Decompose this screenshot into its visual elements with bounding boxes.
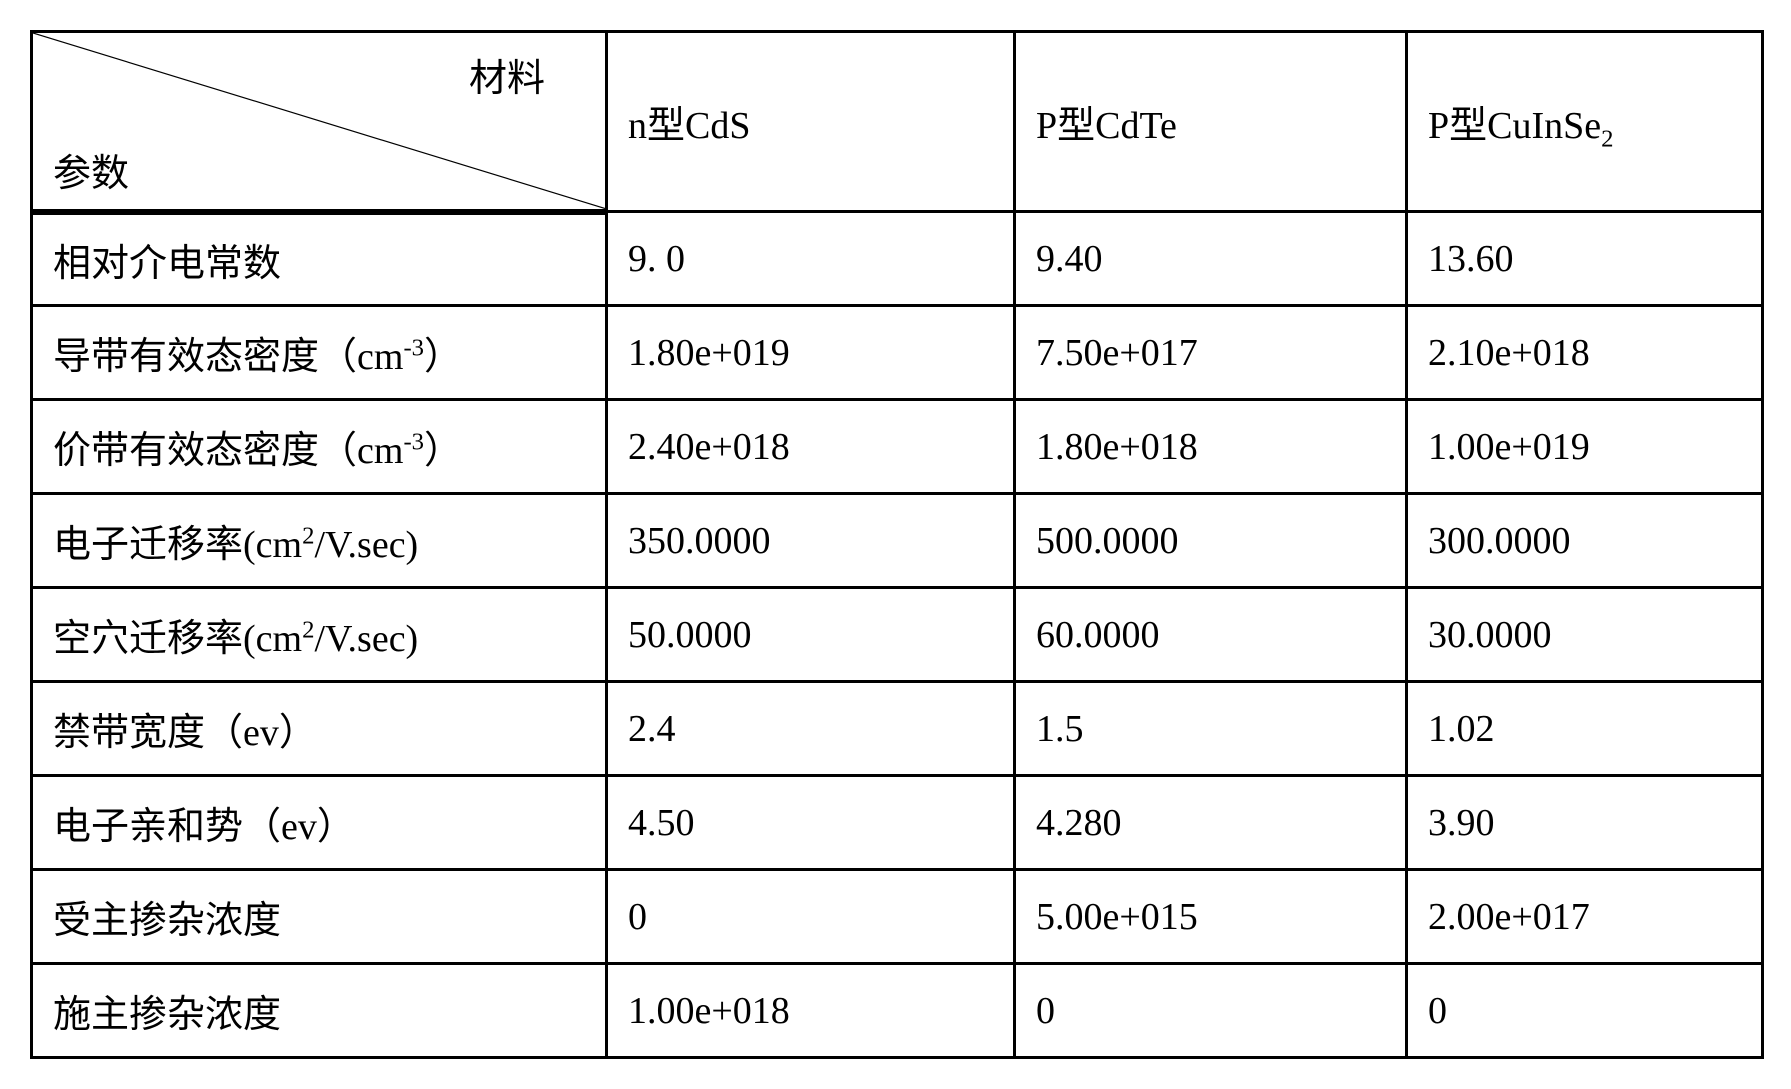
- table-cell: 1.80e+019: [607, 306, 1015, 400]
- column-header: P型CdTe: [1015, 32, 1407, 212]
- table-cell: 300.0000: [1407, 494, 1763, 588]
- table-row: 空穴迁移率(cm2/V.sec)50.000060.000030.0000: [32, 588, 1763, 682]
- materials-parameters-table: 材料参数n型CdSP型CdTeP型CuInSe2相对介电常数9. 09.4013…: [30, 30, 1764, 1059]
- table-row: 电子亲和势（ev）4.504.2803.90: [32, 776, 1763, 870]
- table-cell: 4.50: [607, 776, 1015, 870]
- row-param-label: 相对介电常数: [32, 212, 607, 306]
- row-param-label: 价带有效态密度（cm-3）: [32, 400, 607, 494]
- table-row: 电子迁移率(cm2/V.sec)350.0000500.0000300.0000: [32, 494, 1763, 588]
- table-cell: 1.02: [1407, 682, 1763, 776]
- row-param-label: 导带有效态密度（cm-3）: [32, 306, 607, 400]
- table-row: 导带有效态密度（cm-3）1.80e+0197.50e+0172.10e+018: [32, 306, 1763, 400]
- column-header: n型CdS: [607, 32, 1015, 212]
- column-header: P型CuInSe2: [1407, 32, 1763, 212]
- table-cell: 60.0000: [1015, 588, 1407, 682]
- table-cell: 1.80e+018: [1015, 400, 1407, 494]
- row-param-label: 电子迁移率(cm2/V.sec): [32, 494, 607, 588]
- table-cell: 1.00e+019: [1407, 400, 1763, 494]
- table-row: 施主掺杂浓度1.00e+01800: [32, 964, 1763, 1058]
- row-param-label: 空穴迁移率(cm2/V.sec): [32, 588, 607, 682]
- table-cell: 2.4: [607, 682, 1015, 776]
- table-cell: 1.5: [1015, 682, 1407, 776]
- row-param-label: 施主掺杂浓度: [32, 964, 607, 1058]
- table-cell: 9. 0: [607, 212, 1015, 306]
- table-cell: 9.40: [1015, 212, 1407, 306]
- table-body: 材料参数n型CdSP型CdTeP型CuInSe2相对介电常数9. 09.4013…: [32, 32, 1763, 1058]
- table-cell: 0: [1015, 964, 1407, 1058]
- table-row: 禁带宽度（ev）2.41.51.02: [32, 682, 1763, 776]
- row-param-label: 禁带宽度（ev）: [32, 682, 607, 776]
- table-cell: 500.0000: [1015, 494, 1407, 588]
- header-top-label: 材料: [469, 47, 545, 102]
- header-diagonal-cell: 材料参数: [32, 32, 607, 212]
- table-header-row: 材料参数n型CdSP型CdTeP型CuInSe2: [32, 32, 1763, 212]
- table-cell: 1.00e+018: [607, 964, 1015, 1058]
- table-cell: 5.00e+015: [1015, 870, 1407, 964]
- table-cell: 3.90: [1407, 776, 1763, 870]
- table-cell: 0: [607, 870, 1015, 964]
- table-cell: 2.40e+018: [607, 400, 1015, 494]
- table-cell: 7.50e+017: [1015, 306, 1407, 400]
- table-row: 相对介电常数9. 09.4013.60: [32, 212, 1763, 306]
- table-row: 价带有效态密度（cm-3）2.40e+0181.80e+0181.00e+019: [32, 400, 1763, 494]
- table-cell: 0: [1407, 964, 1763, 1058]
- table-cell: 2.10e+018: [1407, 306, 1763, 400]
- table-cell: 4.280: [1015, 776, 1407, 870]
- row-param-label: 电子亲和势（ev）: [32, 776, 607, 870]
- table-cell: 30.0000: [1407, 588, 1763, 682]
- table-cell: 350.0000: [607, 494, 1015, 588]
- table-cell: 13.60: [1407, 212, 1763, 306]
- row-param-label: 受主掺杂浓度: [32, 870, 607, 964]
- header-bottom-label: 参数: [53, 142, 129, 197]
- table-cell: 2.00e+017: [1407, 870, 1763, 964]
- table-cell: 50.0000: [607, 588, 1015, 682]
- table-row: 受主掺杂浓度05.00e+0152.00e+017: [32, 870, 1763, 964]
